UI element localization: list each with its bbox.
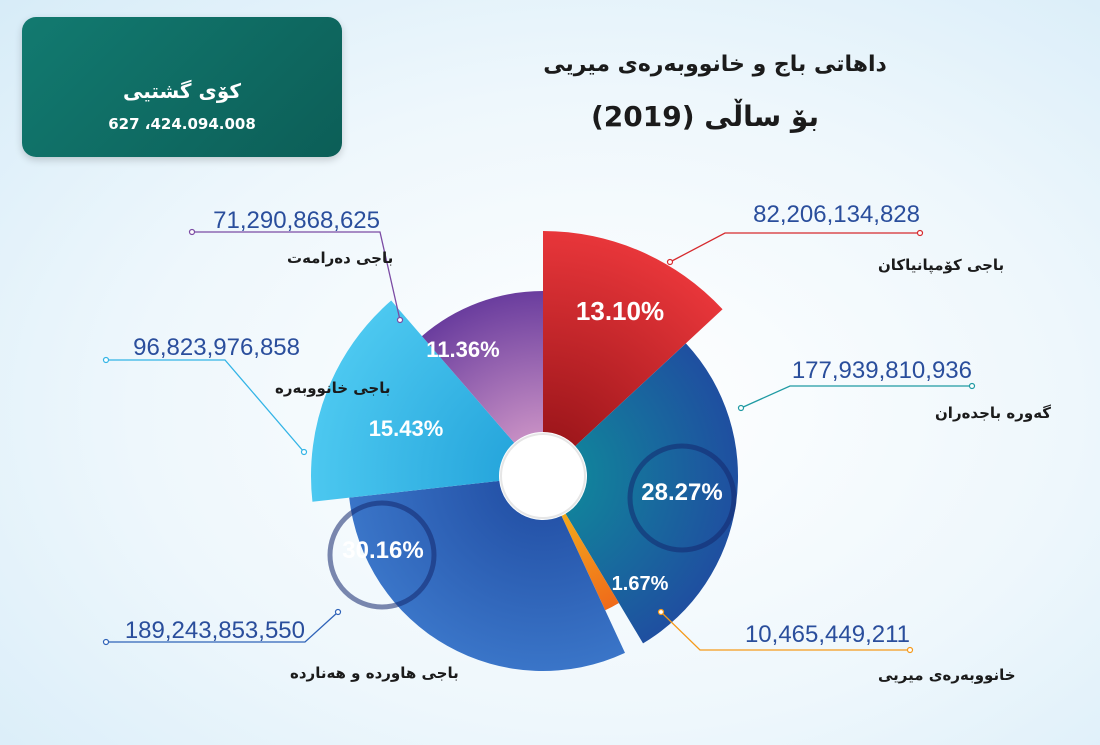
name-label-property_tax: باجی خانووبەرە <box>275 379 391 397</box>
total-value: 627 ،424.094.008 <box>108 115 256 133</box>
slice-state_property <box>561 513 619 611</box>
total-label: کۆی گشتیی <box>122 79 241 103</box>
value-label-large_taxpayers: 177,939,810,936 <box>792 357 972 384</box>
slice-property_tax <box>310 300 515 502</box>
total-box: کۆی گشتیی 627 ،424.094.008 <box>22 17 342 157</box>
leader-state_property <box>660 611 910 651</box>
value-label-corporate: 82,206,134,828 <box>753 201 920 228</box>
pct-label-corporate: 13.10% <box>576 296 664 326</box>
pct-label-property_tax: 15.43% <box>369 416 444 441</box>
slice-income_tax <box>421 291 543 443</box>
center-hub <box>500 433 586 519</box>
leader-end-customs <box>334 608 342 616</box>
leader-dot-property_tax <box>102 356 110 364</box>
leader-dot-state_property <box>657 608 665 616</box>
value-label-property_tax: 96,823,976,858 <box>133 334 300 361</box>
leader-dot-income_tax <box>188 228 196 236</box>
chart-subtitle: بۆ ساڵی (2019) <box>591 100 819 133</box>
pct-label-large_taxpayers: 28.27% <box>641 479 722 506</box>
pct-label-state_property: 1.67% <box>612 573 669 595</box>
leader-end-corporate <box>916 229 924 237</box>
leader-customs <box>106 611 339 643</box>
leader-income_tax <box>192 231 401 321</box>
leader-dot-large_taxpayers <box>737 404 745 412</box>
leader-end-state_property <box>906 646 914 654</box>
name-label-customs: باجی هاوردە و هەناردە <box>290 664 459 682</box>
pct-label-customs: 30.16% <box>342 537 423 564</box>
chart-title: داهاتی باج و خانووبەرەی میریی <box>543 52 887 77</box>
leader-property_tax <box>106 359 305 453</box>
value-label-state_property: 10,465,449,211 <box>745 621 910 648</box>
leader-end-property_tax <box>300 448 308 456</box>
name-label-income_tax: باجی دەرامەت <box>287 249 393 267</box>
leader-large_taxpayers <box>740 385 972 409</box>
leader-dot-corporate <box>666 258 674 266</box>
value-label-income_tax: 71,290,868,625 <box>213 207 380 234</box>
leader-end-large_taxpayers <box>968 382 976 390</box>
name-label-corporate: باجی کۆمپانیاکان <box>878 256 1004 275</box>
slice-customs <box>349 480 625 672</box>
slice-corporate <box>543 231 723 447</box>
leader-corporate <box>669 232 920 263</box>
leader-dot-customs <box>102 638 110 646</box>
slice-large_taxpayers <box>565 343 738 644</box>
value-label-customs: 189,243,853,550 <box>125 617 305 644</box>
name-label-large_taxpayers: گەورە باجدەران <box>935 404 1051 422</box>
name-label-state_property: خانووبەرەی میریی <box>878 666 1016 684</box>
slice-ring-customs <box>327 500 437 610</box>
pct-label-income_tax: 11.36% <box>426 337 499 362</box>
leader-end-income_tax <box>396 316 404 324</box>
slice-ring-large_taxpayers <box>627 443 737 553</box>
